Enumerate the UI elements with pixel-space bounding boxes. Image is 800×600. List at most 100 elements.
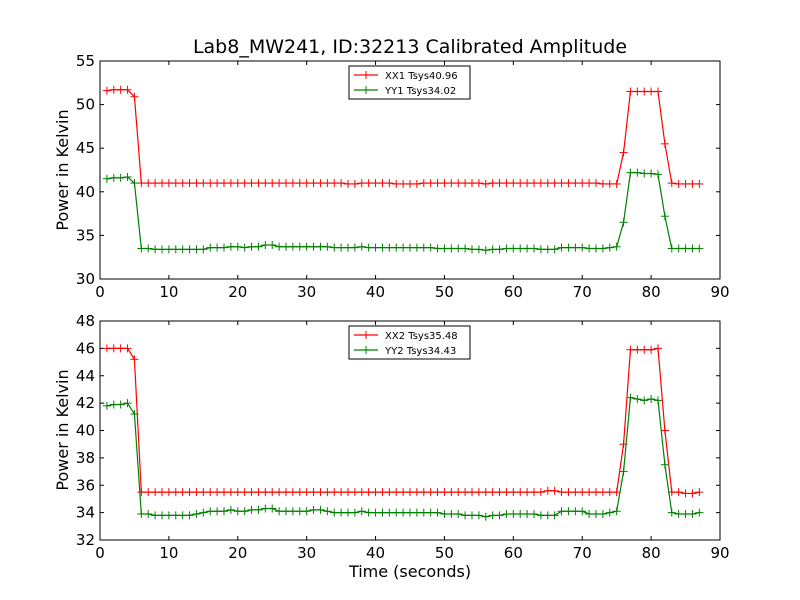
data-point bbox=[309, 505, 318, 514]
data-point bbox=[226, 505, 235, 514]
data-point bbox=[226, 488, 235, 497]
data-point bbox=[254, 505, 263, 514]
data-point bbox=[440, 179, 449, 188]
data-point bbox=[571, 488, 580, 497]
data-point bbox=[330, 508, 339, 517]
y-tick-label: 32 bbox=[76, 531, 95, 549]
data-point bbox=[619, 218, 628, 227]
data-point bbox=[523, 488, 532, 497]
data-point bbox=[557, 179, 566, 188]
y-tick-label: 44 bbox=[76, 367, 95, 385]
data-point bbox=[247, 179, 256, 188]
data-point bbox=[220, 243, 228, 252]
data-point bbox=[502, 244, 511, 253]
data-point bbox=[419, 179, 428, 188]
data-point bbox=[268, 504, 277, 513]
x-tick-label: 20 bbox=[228, 283, 247, 301]
data-point bbox=[412, 179, 421, 188]
x-tick-label: 80 bbox=[642, 544, 661, 562]
data-point bbox=[605, 243, 614, 252]
data-point bbox=[364, 508, 373, 517]
data-point bbox=[406, 243, 414, 252]
data-point bbox=[688, 244, 697, 253]
legend-item: YY2 Tsys34.43 bbox=[354, 346, 456, 357]
data-point bbox=[571, 179, 580, 188]
data-point bbox=[364, 243, 373, 252]
data-point bbox=[254, 242, 263, 251]
data-point bbox=[399, 243, 408, 252]
data-point bbox=[247, 242, 256, 251]
data-point bbox=[178, 511, 187, 520]
data-point bbox=[350, 488, 359, 497]
data-point bbox=[695, 488, 704, 497]
data-point bbox=[674, 488, 683, 497]
data-point bbox=[550, 179, 559, 188]
data-point bbox=[323, 242, 332, 251]
data-point bbox=[123, 399, 132, 408]
data-point bbox=[316, 488, 325, 497]
data-point bbox=[523, 244, 532, 253]
data-point bbox=[474, 245, 483, 254]
data-point bbox=[151, 179, 160, 188]
data-point bbox=[550, 245, 559, 254]
data-point bbox=[536, 245, 545, 254]
data-point bbox=[240, 243, 249, 252]
data-point bbox=[419, 508, 428, 517]
data-point bbox=[399, 488, 408, 497]
data-point bbox=[598, 488, 607, 497]
data-point bbox=[530, 244, 538, 253]
data-point bbox=[412, 488, 421, 497]
data-point bbox=[564, 243, 573, 252]
legend-item: XX2 Tsys35.48 bbox=[354, 331, 458, 342]
bottom-panel: 0 10 20 30 40 50 60 70 80 90 32 34 36 38 40 42 44 46 48 Pow… bbox=[53, 312, 730, 581]
data-point bbox=[647, 395, 656, 404]
data-point bbox=[647, 169, 656, 178]
data-point bbox=[516, 244, 525, 253]
data-point bbox=[605, 179, 614, 188]
data-point bbox=[543, 179, 552, 188]
data-point bbox=[282, 488, 290, 497]
data-point bbox=[640, 87, 649, 96]
data-point bbox=[502, 179, 511, 188]
data-point bbox=[509, 179, 518, 188]
data-point bbox=[282, 179, 290, 188]
data-point bbox=[481, 179, 490, 188]
data-point bbox=[674, 509, 683, 518]
data-point bbox=[695, 179, 704, 188]
data-point bbox=[158, 245, 166, 254]
data-point bbox=[440, 244, 449, 253]
x-tick-label: 70 bbox=[573, 544, 592, 562]
data-point bbox=[268, 488, 277, 497]
data-point bbox=[206, 488, 215, 497]
data-point bbox=[654, 344, 662, 353]
data-point bbox=[171, 511, 180, 520]
data-point bbox=[392, 243, 401, 252]
data-point bbox=[316, 242, 325, 251]
data-point bbox=[254, 488, 263, 497]
data-point bbox=[357, 242, 366, 251]
data-point bbox=[557, 243, 566, 252]
data-point bbox=[626, 168, 635, 177]
data-point bbox=[302, 507, 311, 516]
y-tick-label: 42 bbox=[76, 394, 95, 412]
data-point bbox=[109, 85, 118, 94]
data-point bbox=[557, 488, 566, 497]
y-tick-label: 46 bbox=[76, 339, 95, 357]
data-point bbox=[192, 509, 201, 518]
data-point bbox=[309, 242, 318, 251]
data-point bbox=[585, 244, 594, 253]
x-tick-label: 90 bbox=[710, 544, 729, 562]
data-point bbox=[220, 179, 228, 188]
data-point bbox=[626, 393, 635, 402]
data-point bbox=[164, 488, 173, 497]
data-point bbox=[371, 488, 380, 497]
data-point bbox=[481, 246, 490, 255]
data-point bbox=[461, 179, 470, 188]
data-point bbox=[640, 396, 649, 405]
data-point bbox=[213, 488, 222, 497]
data-point bbox=[240, 179, 249, 188]
data-point bbox=[102, 174, 111, 183]
data-point bbox=[206, 243, 215, 252]
data-point bbox=[137, 244, 146, 253]
data-point bbox=[323, 488, 332, 497]
